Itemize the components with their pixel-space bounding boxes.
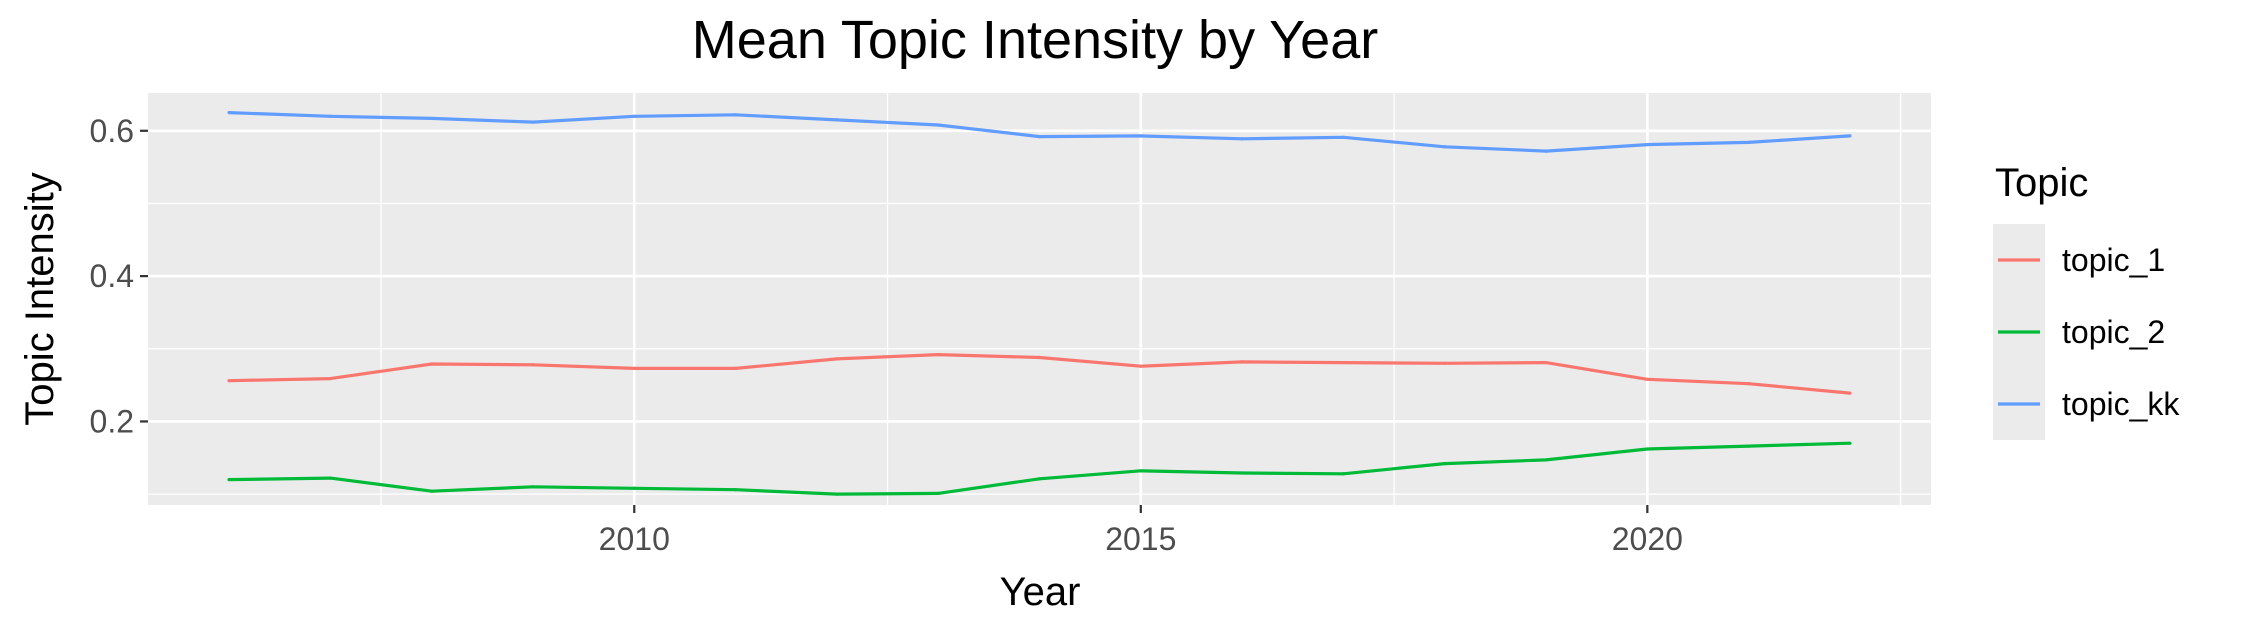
- data-point: [1037, 134, 1042, 139]
- y-tick-label: 0.4: [90, 258, 134, 294]
- series-lines: [227, 111, 1852, 496]
- data-point: [1848, 391, 1852, 395]
- data-point: [1645, 447, 1649, 451]
- data-point: [1848, 134, 1852, 138]
- data-point: [1443, 461, 1447, 466]
- data-point: [1139, 469, 1143, 473]
- data-point: [835, 357, 839, 361]
- major-gridlines: [148, 93, 1931, 505]
- data-point: [936, 491, 940, 495]
- data-point: [936, 352, 940, 357]
- data-point: [1037, 477, 1042, 481]
- x-tick-label: 2010: [599, 521, 670, 557]
- legend-label: topic_1: [2062, 242, 2165, 278]
- data-point: [1848, 441, 1852, 445]
- minor-gridlines: [148, 93, 1931, 505]
- y-axis-title: Topic Intensity: [18, 172, 62, 425]
- data-point: [328, 114, 332, 118]
- data-point: [227, 379, 231, 383]
- series-points-topic-kk: [227, 111, 1852, 153]
- data-point: [1240, 360, 1244, 364]
- data-point: [328, 476, 332, 480]
- legend-title: Topic: [1995, 161, 2088, 205]
- data-point: [430, 489, 434, 493]
- data-point: [632, 486, 636, 490]
- legend-items: topic_1 topic_2 topic_kk: [1993, 224, 2180, 440]
- data-point: [1037, 355, 1042, 360]
- data-point: [531, 363, 535, 367]
- data-point: [328, 376, 332, 381]
- data-point: [227, 111, 231, 115]
- legend-label: topic_2: [2062, 314, 2165, 350]
- series-points-topic-2: [227, 441, 1852, 496]
- data-point: [936, 123, 940, 127]
- plot-panel: [148, 93, 1931, 505]
- data-point: [1443, 361, 1447, 365]
- y-tick-label: 0.2: [90, 403, 134, 439]
- legend: Topic topic_1 topic_2 topic_kk: [1993, 161, 2180, 440]
- data-point: [1240, 471, 1244, 475]
- data-point: [733, 113, 738, 117]
- data-point: [1139, 364, 1143, 368]
- data-point: [430, 362, 434, 366]
- x-axis-ticks: 2010 2015 2020: [599, 505, 1683, 557]
- data-point: [1544, 360, 1548, 365]
- data-point: [1341, 472, 1346, 476]
- data-point: [1747, 382, 1751, 386]
- data-point: [733, 366, 738, 370]
- x-axis-title: Year: [1000, 570, 1081, 614]
- data-point: [1139, 134, 1143, 138]
- x-tick-label: 2020: [1612, 521, 1683, 557]
- data-point: [1240, 137, 1244, 141]
- data-point: [1747, 444, 1751, 448]
- y-axis-ticks: 0.2 0.4 0.6: [90, 113, 148, 439]
- series-points-topic-1: [227, 352, 1852, 395]
- data-point: [835, 118, 839, 122]
- legend-label: topic_kk: [2062, 386, 2180, 422]
- data-point: [1341, 360, 1346, 365]
- data-point: [835, 492, 839, 496]
- data-point: [1544, 149, 1548, 153]
- y-tick-label: 0.6: [90, 113, 134, 149]
- data-point: [531, 485, 535, 489]
- x-tick-label: 2015: [1105, 521, 1176, 557]
- chart-title: Mean Topic Intensity by Year: [692, 10, 1378, 70]
- data-point: [1645, 142, 1649, 147]
- data-point: [632, 114, 636, 118]
- data-point: [1645, 377, 1649, 381]
- data-point: [632, 366, 636, 370]
- data-point: [1544, 458, 1548, 462]
- data-point: [733, 488, 738, 492]
- data-point: [1747, 140, 1751, 145]
- data-point: [227, 477, 231, 482]
- data-point: [1341, 135, 1346, 139]
- data-point: [430, 116, 434, 121]
- data-point: [531, 120, 535, 124]
- data-point: [1443, 145, 1447, 149]
